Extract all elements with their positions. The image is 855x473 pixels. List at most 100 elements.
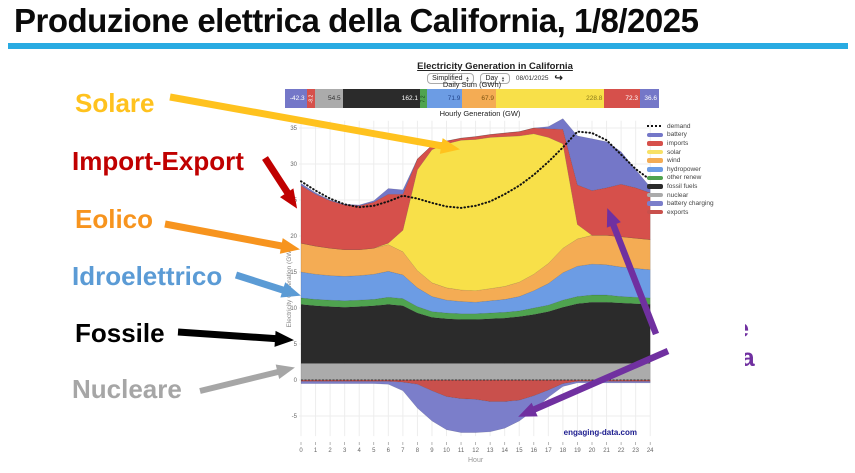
chart-legend: demand battery imports solar wind hydropower o… xyxy=(647,122,714,217)
period-select[interactable]: Day ▲ ▼ xyxy=(480,73,510,84)
svg-text:13: 13 xyxy=(487,448,494,454)
svg-text:22: 22 xyxy=(618,448,625,454)
svg-text:17: 17 xyxy=(545,448,552,454)
legend-label: fossil fuels xyxy=(667,182,698,190)
nuclear-swatch xyxy=(647,192,663,198)
widget-controls: Simplified ▲ ▼ Day ▲ ▼ 08/01/2025 ↪ xyxy=(285,73,705,84)
legend-label: wind xyxy=(667,157,681,165)
other-renew-swatch xyxy=(647,175,663,181)
svg-text:10: 10 xyxy=(443,448,450,454)
svg-text:25: 25 xyxy=(290,198,297,204)
svg-text:4: 4 xyxy=(358,448,362,454)
label-nucleare: Nucleare xyxy=(72,374,182,404)
legend-label: imports xyxy=(667,139,689,147)
svg-text:9: 9 xyxy=(430,448,434,454)
svg-text:24: 24 xyxy=(647,448,654,454)
legend-label: battery xyxy=(667,131,687,139)
widget-title: Electricity Generation in California xyxy=(417,61,573,72)
svg-text:10: 10 xyxy=(290,306,297,312)
view-select[interactable]: Simplified ▲ ▼ xyxy=(427,73,475,84)
imports-swatch xyxy=(647,141,663,146)
date-input[interactable]: 08/01/2025 xyxy=(515,75,549,82)
svg-text:20: 20 xyxy=(290,234,297,240)
daily-sum-segment-imports: 72.3 xyxy=(604,89,640,108)
svg-text:15: 15 xyxy=(290,270,297,276)
svg-text:6: 6 xyxy=(387,448,391,454)
daily-sum-segment-solar: 228.8 xyxy=(495,89,605,108)
legend-item: other renew xyxy=(647,174,714,183)
svg-text:18: 18 xyxy=(560,448,567,454)
svg-text:16: 16 xyxy=(530,448,537,454)
share-icon[interactable]: ↪ xyxy=(554,73,563,84)
svg-text:15: 15 xyxy=(516,448,523,454)
daily-sum-segment-battery-charging: -42.3 xyxy=(285,89,307,108)
legend-item: battery charging xyxy=(647,199,714,208)
svg-text:-5: -5 xyxy=(292,414,298,420)
select-caret-icon: ▲ ▼ xyxy=(465,74,470,83)
svg-text:Hour: Hour xyxy=(468,457,484,464)
solar-swatch xyxy=(647,149,663,155)
legend-item: exports xyxy=(647,208,714,217)
fossil-fuels-swatch xyxy=(647,184,663,189)
svg-text:30: 30 xyxy=(290,162,297,168)
hourly-generation-label: Hourly Generation (GW) xyxy=(439,109,521,118)
svg-text:3: 3 xyxy=(343,448,347,454)
legend-label: other renew xyxy=(667,174,702,182)
daily-sum-segment-fossil-fuels: 162.1 xyxy=(342,89,421,108)
svg-text:14: 14 xyxy=(501,448,508,454)
demand-swatch xyxy=(647,125,663,128)
daily-sum-segment-nuclear: 54.5 xyxy=(315,89,343,108)
legend-item: fossil fuels xyxy=(647,182,714,191)
legend-item: demand xyxy=(647,122,714,131)
wind-swatch xyxy=(647,158,663,163)
svg-text:0: 0 xyxy=(299,448,303,454)
svg-text:5: 5 xyxy=(294,342,298,348)
battery-charging-swatch xyxy=(647,201,663,206)
label-idroelettrico: Idroelettrico xyxy=(72,261,223,291)
svg-text:Electricity Generation (GW): Electricity Generation (GW) xyxy=(286,248,293,327)
svg-text:2: 2 xyxy=(328,448,332,454)
svg-text:35: 35 xyxy=(290,126,297,132)
daily-sum-segment-other-renew: 7.2 xyxy=(420,89,427,108)
svg-text:23: 23 xyxy=(632,448,639,454)
daily-sum-bar: -42.3 -8.2 54.5 162.1 7.2 71.9 67.9 228.8 72.3 36… xyxy=(285,89,660,108)
legend-label: battery charging xyxy=(667,200,714,208)
svg-text:12: 12 xyxy=(472,448,479,454)
nucleare-arrow xyxy=(199,364,295,394)
label-eolico: Eolico xyxy=(75,204,154,234)
svg-text:5: 5 xyxy=(372,448,376,454)
credit-link[interactable]: engaging-data.com xyxy=(564,428,637,437)
page-title: Produzione elettrica della California, 1… xyxy=(14,2,699,39)
daily-sum-segment-exports: -8.2 xyxy=(306,89,316,108)
title-underline-bar xyxy=(8,43,848,49)
legend-label: exports xyxy=(667,208,689,216)
svg-text:21: 21 xyxy=(603,448,610,454)
daily-sum-segment-battery: 36.6 xyxy=(640,89,660,108)
svg-text:0: 0 xyxy=(294,378,298,384)
svg-text:11: 11 xyxy=(458,448,465,454)
hydropower-swatch xyxy=(647,167,663,172)
legend-item: battery xyxy=(647,131,714,140)
legend-label: nuclear xyxy=(667,191,689,199)
svg-text:1: 1 xyxy=(314,448,318,454)
eolico-arrow xyxy=(164,220,300,254)
label-import-export: Import-Export xyxy=(72,146,244,176)
legend-item: wind xyxy=(647,156,714,165)
svg-text:20: 20 xyxy=(589,448,596,454)
svg-text:7: 7 xyxy=(401,448,405,454)
battery-swatch xyxy=(647,132,663,138)
svg-text:19: 19 xyxy=(574,448,581,454)
label-solare: Solare xyxy=(75,88,155,118)
daily-sum-segment-hydropower: 71.9 xyxy=(426,89,463,108)
fossile-arrow xyxy=(177,328,294,347)
legend-label: hydropower xyxy=(667,165,701,173)
daily-sum-label: Daily Sum (GWh) xyxy=(442,80,502,89)
svg-text:8: 8 xyxy=(416,448,420,454)
legend-label: solar xyxy=(667,148,682,156)
exports-swatch xyxy=(647,209,663,215)
legend-item: solar xyxy=(647,148,714,157)
legend-item: imports xyxy=(647,139,714,148)
daily-sum-segment-wind: 67.9 xyxy=(462,89,496,108)
select-caret-icon: ▲ ▼ xyxy=(500,74,505,83)
label-fossile: Fossile xyxy=(75,318,165,348)
